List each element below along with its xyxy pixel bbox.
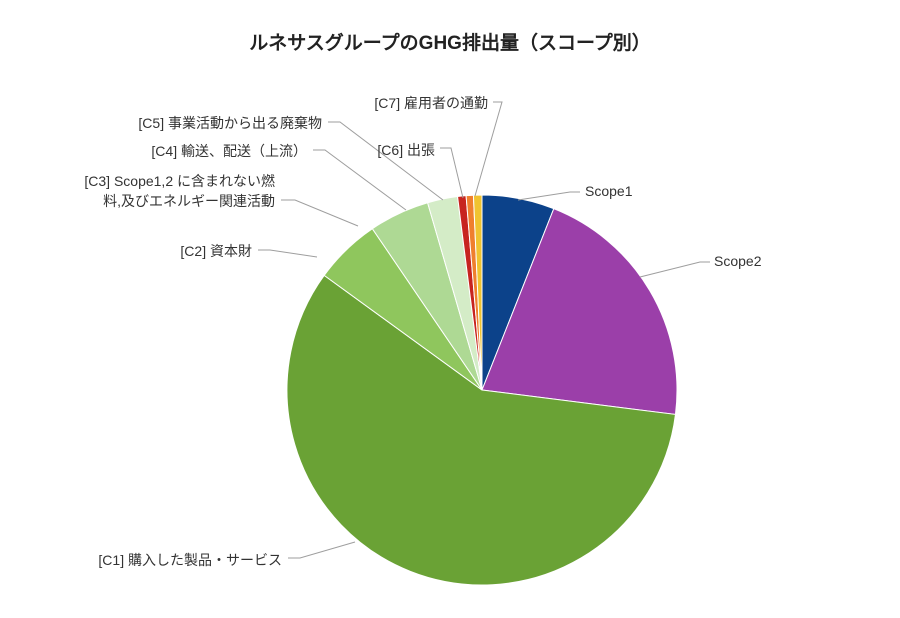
leader-c6 — [440, 148, 463, 198]
leader-c3 — [281, 200, 358, 226]
slice-label-c3-line2: 料,及びエネルギー関連活動 — [84, 191, 275, 211]
slice-label-c3: [C3] Scope1,2 に含まれない燃 料,及びエネルギー関連活動 — [84, 171, 275, 211]
slice-label-c3-line1: [C3] Scope1,2 に含まれない燃 — [84, 171, 275, 191]
leader-c2 — [258, 250, 317, 257]
leader-c7 — [475, 102, 502, 196]
slice-label-c2: [C2] 資本財 — [180, 241, 252, 261]
slice-label-c5: [C5] 事業活動から出る廃棄物 — [138, 113, 322, 133]
slice-label-scope1: Scope1 — [585, 183, 632, 199]
leader-scope1 — [518, 192, 580, 200]
slice-label-c7: [C7] 雇用者の通勤 — [374, 93, 488, 113]
slice-label-scope2: Scope2 — [714, 253, 761, 269]
slice-label-c6: [C6] 出張 — [377, 140, 435, 160]
leader-c1 — [288, 542, 355, 558]
leader-scope2 — [640, 262, 710, 277]
leader-c5 — [328, 122, 443, 200]
slice-label-c1: [C1] 購入した製品・サービス — [98, 550, 282, 570]
slice-label-c4: [C4] 輸送、配送（上流） — [151, 141, 307, 161]
